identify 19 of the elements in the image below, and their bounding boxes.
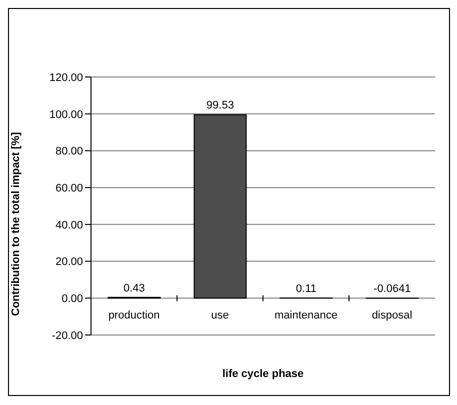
x-tick-label: use [211, 309, 229, 322]
y-tick-label: 40.00 [55, 219, 83, 232]
data-label: 99.53 [206, 100, 234, 112]
bar [194, 114, 247, 299]
data-label: -0.0641 [374, 283, 411, 296]
y-tick-label: 100.00 [49, 108, 83, 121]
data-label: 0.11 [296, 282, 316, 295]
y-tick-label: 20.00 [55, 256, 83, 268]
data-label: 0.43 [123, 282, 145, 294]
y-axis-title: Contribution to the total impact [%] [10, 132, 22, 316]
x-tick-label: maintenance [274, 309, 338, 322]
y-tick-label: -20.00 [52, 330, 83, 342]
y-tick-label: 0.00 [62, 293, 83, 306]
y-tick-label: 80.00 [55, 146, 83, 158]
y-tick-label: 120.00 [49, 72, 83, 84]
y-tick-label: 60.00 [55, 182, 83, 194]
x-tick-label: disposal [372, 309, 412, 322]
x-tick-label: production [108, 309, 160, 322]
x-axis-title: life cycle phase [222, 368, 304, 380]
